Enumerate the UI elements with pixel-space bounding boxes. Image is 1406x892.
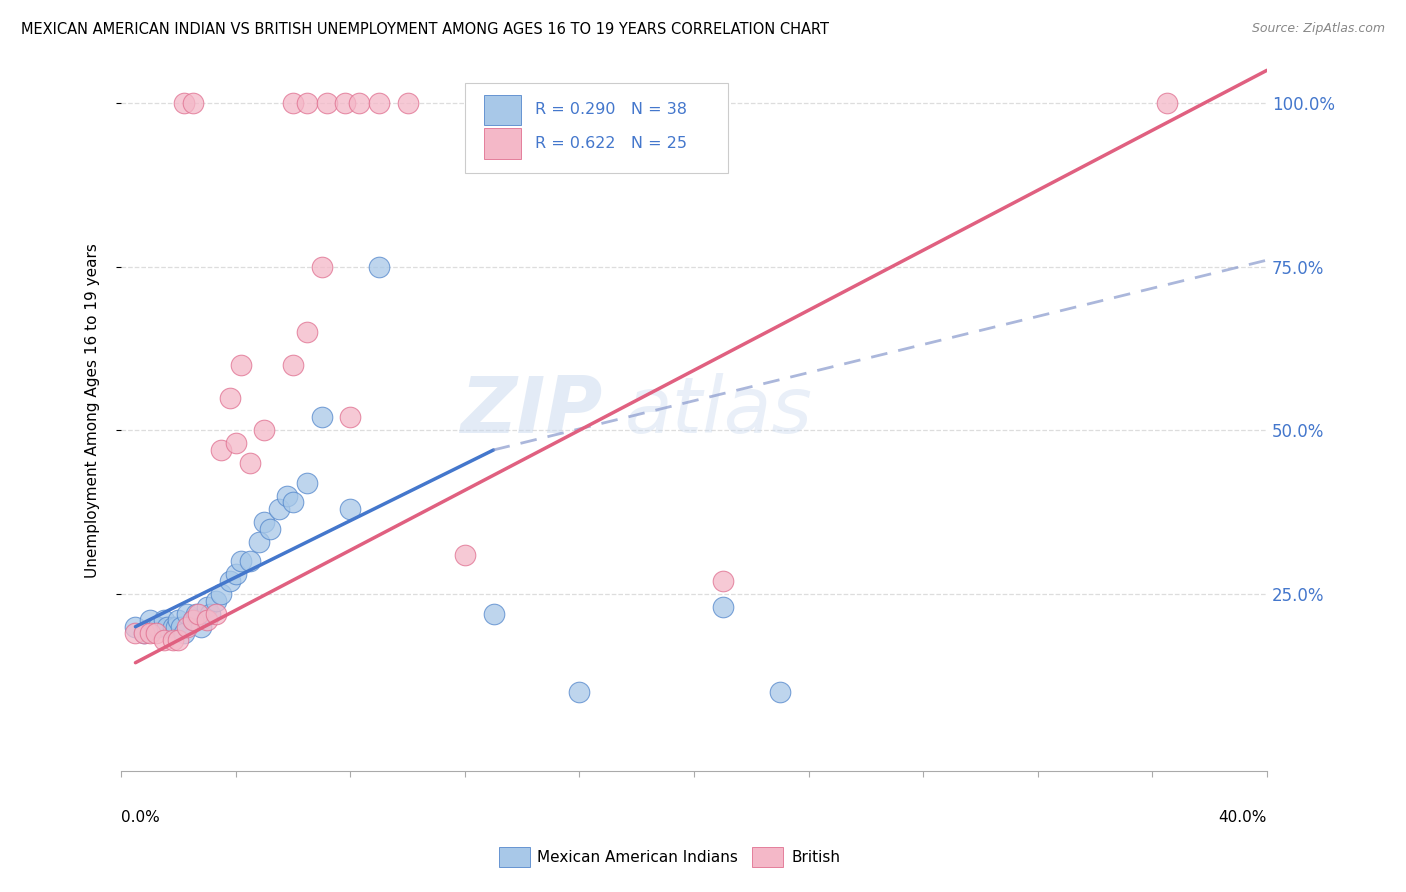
Point [225, 436, 247, 450]
Point [253, 423, 276, 437]
Point [181, 613, 204, 627]
Point [454, 548, 477, 562]
Point [281, 495, 304, 509]
Point [181, 613, 204, 627]
Point [239, 456, 262, 470]
Point [281, 96, 304, 111]
Point [132, 626, 155, 640]
Point [176, 620, 198, 634]
Point [167, 613, 190, 627]
Text: MEXICAN AMERICAN INDIAN VS BRITISH UNEMPLOYMENT AMONG AGES 16 TO 19 YEARS CORREL: MEXICAN AMERICAN INDIAN VS BRITISH UNEMP… [21, 22, 830, 37]
Point [153, 613, 176, 627]
Point [297, 475, 319, 490]
Point [187, 607, 209, 621]
Point [219, 391, 242, 405]
Point [368, 260, 391, 274]
Point [162, 620, 184, 634]
Point [219, 574, 242, 588]
Point [153, 632, 176, 647]
Point [267, 501, 290, 516]
Point [145, 626, 167, 640]
Point [276, 489, 298, 503]
Point [482, 607, 505, 621]
Point [1156, 96, 1178, 111]
Point [247, 534, 270, 549]
Point [170, 620, 193, 634]
Point [316, 96, 339, 111]
Point [333, 96, 356, 111]
Point [281, 358, 304, 372]
Point [204, 593, 226, 607]
Y-axis label: Unemployment Among Ages 16 to 19 years: Unemployment Among Ages 16 to 19 years [86, 244, 100, 578]
Point [165, 620, 187, 634]
Point [156, 620, 179, 634]
Point [148, 620, 170, 634]
Point [195, 613, 218, 627]
Point [173, 626, 195, 640]
Point [198, 607, 221, 621]
Point [259, 522, 281, 536]
Text: R = 0.290   N = 38: R = 0.290 N = 38 [534, 103, 686, 117]
FancyBboxPatch shape [484, 128, 522, 159]
Point [162, 632, 184, 647]
Point [195, 600, 218, 615]
Point [311, 410, 333, 425]
Point [209, 587, 232, 601]
Point [173, 96, 195, 111]
Point [209, 442, 232, 457]
Point [132, 626, 155, 640]
Point [711, 574, 734, 588]
Point [204, 607, 226, 621]
Point [339, 410, 361, 425]
Point [167, 632, 190, 647]
Text: Source: ZipAtlas.com: Source: ZipAtlas.com [1251, 22, 1385, 36]
Point [124, 626, 146, 640]
Point [253, 515, 276, 529]
Point [231, 358, 253, 372]
Text: Mexican American Indians: Mexican American Indians [537, 850, 738, 864]
Point [311, 260, 333, 274]
FancyBboxPatch shape [465, 83, 728, 173]
FancyBboxPatch shape [484, 95, 522, 125]
Point [184, 607, 207, 621]
Point [225, 567, 247, 582]
Point [181, 96, 204, 111]
Point [176, 607, 198, 621]
Text: ZIP: ZIP [460, 373, 602, 449]
Text: 40.0%: 40.0% [1219, 810, 1267, 825]
Text: R = 0.622   N = 25: R = 0.622 N = 25 [534, 136, 686, 151]
Point [347, 96, 370, 111]
Point [231, 554, 253, 568]
Point [139, 626, 162, 640]
Point [239, 554, 262, 568]
Point [568, 685, 591, 699]
Point [297, 325, 319, 339]
Point [124, 620, 146, 634]
Text: British: British [792, 850, 841, 864]
Text: atlas: atlas [626, 373, 813, 449]
Point [368, 96, 391, 111]
Text: 0.0%: 0.0% [121, 810, 160, 825]
Point [339, 501, 361, 516]
Point [711, 600, 734, 615]
Point [139, 613, 162, 627]
Point [396, 96, 419, 111]
Point [145, 620, 167, 634]
Point [297, 96, 319, 111]
Point [190, 620, 212, 634]
Point [769, 685, 792, 699]
